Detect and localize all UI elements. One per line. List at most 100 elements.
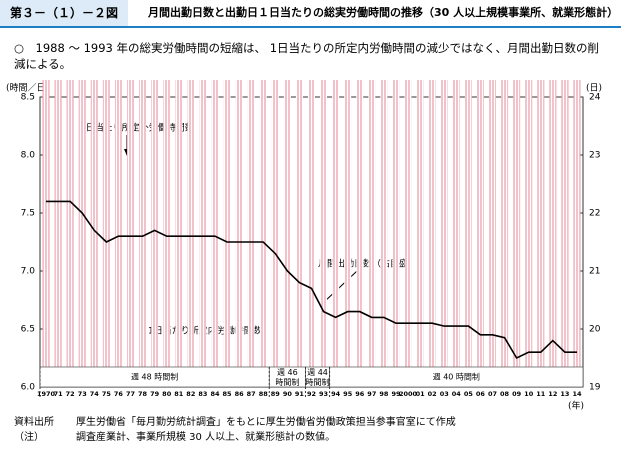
x-tick-label: 75	[102, 390, 112, 398]
x-tick-label: 87	[247, 390, 256, 398]
period-label-line: 週 46	[277, 368, 298, 377]
bar-segment	[489, 80, 496, 387]
x-tick-label: 81	[174, 390, 184, 398]
bar-segment	[308, 80, 315, 387]
bar-segment	[295, 80, 303, 387]
note-head: （注）	[14, 432, 44, 443]
bar-segment	[368, 80, 376, 387]
x-tick-label: 09	[512, 390, 522, 398]
x-tick-label: 93	[319, 390, 328, 398]
bar-segment	[223, 80, 231, 387]
x-tick-label: 04	[452, 390, 462, 398]
x-tick-label: 73	[78, 390, 87, 398]
bar-segment	[464, 80, 472, 387]
bar-segment	[356, 80, 364, 387]
x-tick-label: 91	[295, 390, 305, 398]
bar-segment	[78, 80, 86, 387]
bar-segment	[259, 80, 267, 387]
period-label: 週 46 時間制	[275, 368, 299, 387]
x-tick-label: 1970	[37, 390, 56, 398]
y-tick-label: 8.5	[21, 93, 35, 103]
x-tick-label: 97	[367, 390, 376, 398]
period-label: 週 40 時間制	[433, 372, 480, 382]
bar-segment	[271, 80, 279, 387]
bar-segment	[392, 80, 400, 387]
x-axis-label: (年)	[568, 400, 584, 411]
bar-segment	[163, 80, 171, 387]
x-tick-label: 90	[283, 390, 293, 398]
chart: (時間／日) (日) (年) 1日当たり所定外労働時間数 月間出勤日数（右目盛）…	[6, 80, 602, 411]
x-tick-label: 01	[416, 390, 426, 398]
y-tick-label: 6.0	[21, 383, 36, 393]
x-tick-label: 99	[391, 390, 401, 398]
x-tick-label: 77	[126, 390, 135, 398]
figure-title: 月間出勤日数と出勤日１日当たりの総実労働時間の推移（30 人以上規模事業所、就業…	[148, 6, 619, 19]
notes: 資料出所 厚生労働省「毎月勤労統計調査」をもとに厚生労働省労働政策担当参事官室にて…	[14, 415, 456, 445]
bar-segment	[416, 80, 424, 387]
y2-tick-label: 22	[589, 209, 600, 219]
bar-segment	[320, 80, 328, 387]
x-tick-label: 08	[500, 390, 510, 398]
x-tick-label: 76	[114, 390, 124, 398]
bar-segment	[235, 80, 243, 387]
bar-segment	[332, 80, 340, 387]
bar-segment	[187, 80, 195, 387]
x-tick-label: 82	[186, 390, 195, 398]
x-tick-label: 72	[66, 390, 75, 398]
y2-tick-label: 20	[589, 325, 601, 335]
x-tick-label: 88	[259, 390, 269, 398]
y2-tick-label: 24	[589, 93, 601, 103]
bar-segment	[54, 80, 62, 387]
line	[46, 200, 577, 360]
bar-segment	[380, 80, 388, 387]
x-tick-label: 94	[331, 390, 341, 398]
lead-text: ○ 1988 ～ 1993 年の総実労働時間の短縮は、 1日当たりの所定内労働時…	[14, 41, 600, 71]
bar-segment	[404, 80, 412, 387]
x-tick-label: 83	[198, 390, 207, 398]
bar-segment	[102, 80, 110, 387]
bar-segment	[151, 80, 159, 387]
y2-tick-label: 19	[589, 383, 601, 393]
x-tick-label: 78	[138, 390, 148, 398]
bar-segment	[139, 80, 147, 387]
bar-segment	[90, 80, 98, 387]
x-tick-label: 79	[150, 390, 160, 398]
period-label: 週 48 時間制	[131, 372, 178, 382]
bar-segment	[42, 80, 50, 387]
note: 資料出所 厚生労働省「毎月勤労統計調査」をもとに厚生労働省労働政策担当参事官室にて…	[14, 415, 456, 430]
bar-segment	[127, 80, 134, 387]
x-tick-label: 05	[464, 390, 474, 398]
x-tick-label: 98	[379, 390, 389, 398]
x-tick-label: 10	[524, 390, 534, 398]
bar-segment	[549, 80, 557, 387]
bar-segment	[561, 80, 569, 387]
bar-segment	[283, 80, 291, 387]
annotation-arrow	[322, 270, 358, 304]
x-tick-label: 80	[162, 390, 172, 398]
bar-segment	[66, 80, 74, 387]
x-tick-label: 96	[355, 390, 365, 398]
bar-segment	[501, 80, 509, 387]
x-tick-label: 71	[54, 390, 64, 398]
x-tick-label: 85	[223, 390, 233, 398]
bar-segment	[247, 80, 255, 387]
period-label-line: 時間制	[275, 377, 299, 387]
y2-tick-label: 23	[589, 151, 600, 161]
x-tick-label: 95	[343, 390, 353, 398]
y-tick-label: 6.5	[21, 325, 35, 335]
bar-segment	[114, 80, 122, 387]
bar-segment	[211, 80, 219, 387]
x-tick-label: 89	[271, 390, 281, 398]
x-tick-label: 07	[488, 390, 497, 398]
x-tick-label: 86	[235, 390, 245, 398]
figure-number: 第３－（１）－２図	[0, 0, 129, 26]
x-tick-label: 12	[548, 390, 557, 398]
x-tick-label: 84	[210, 390, 220, 398]
bar-segment	[175, 80, 183, 387]
y2-axis-label: (日)	[586, 83, 602, 94]
y-tick-label: 8.0	[21, 151, 36, 161]
bar-segment	[513, 80, 521, 387]
bar-segment	[452, 80, 460, 387]
bar-segment	[428, 80, 436, 387]
